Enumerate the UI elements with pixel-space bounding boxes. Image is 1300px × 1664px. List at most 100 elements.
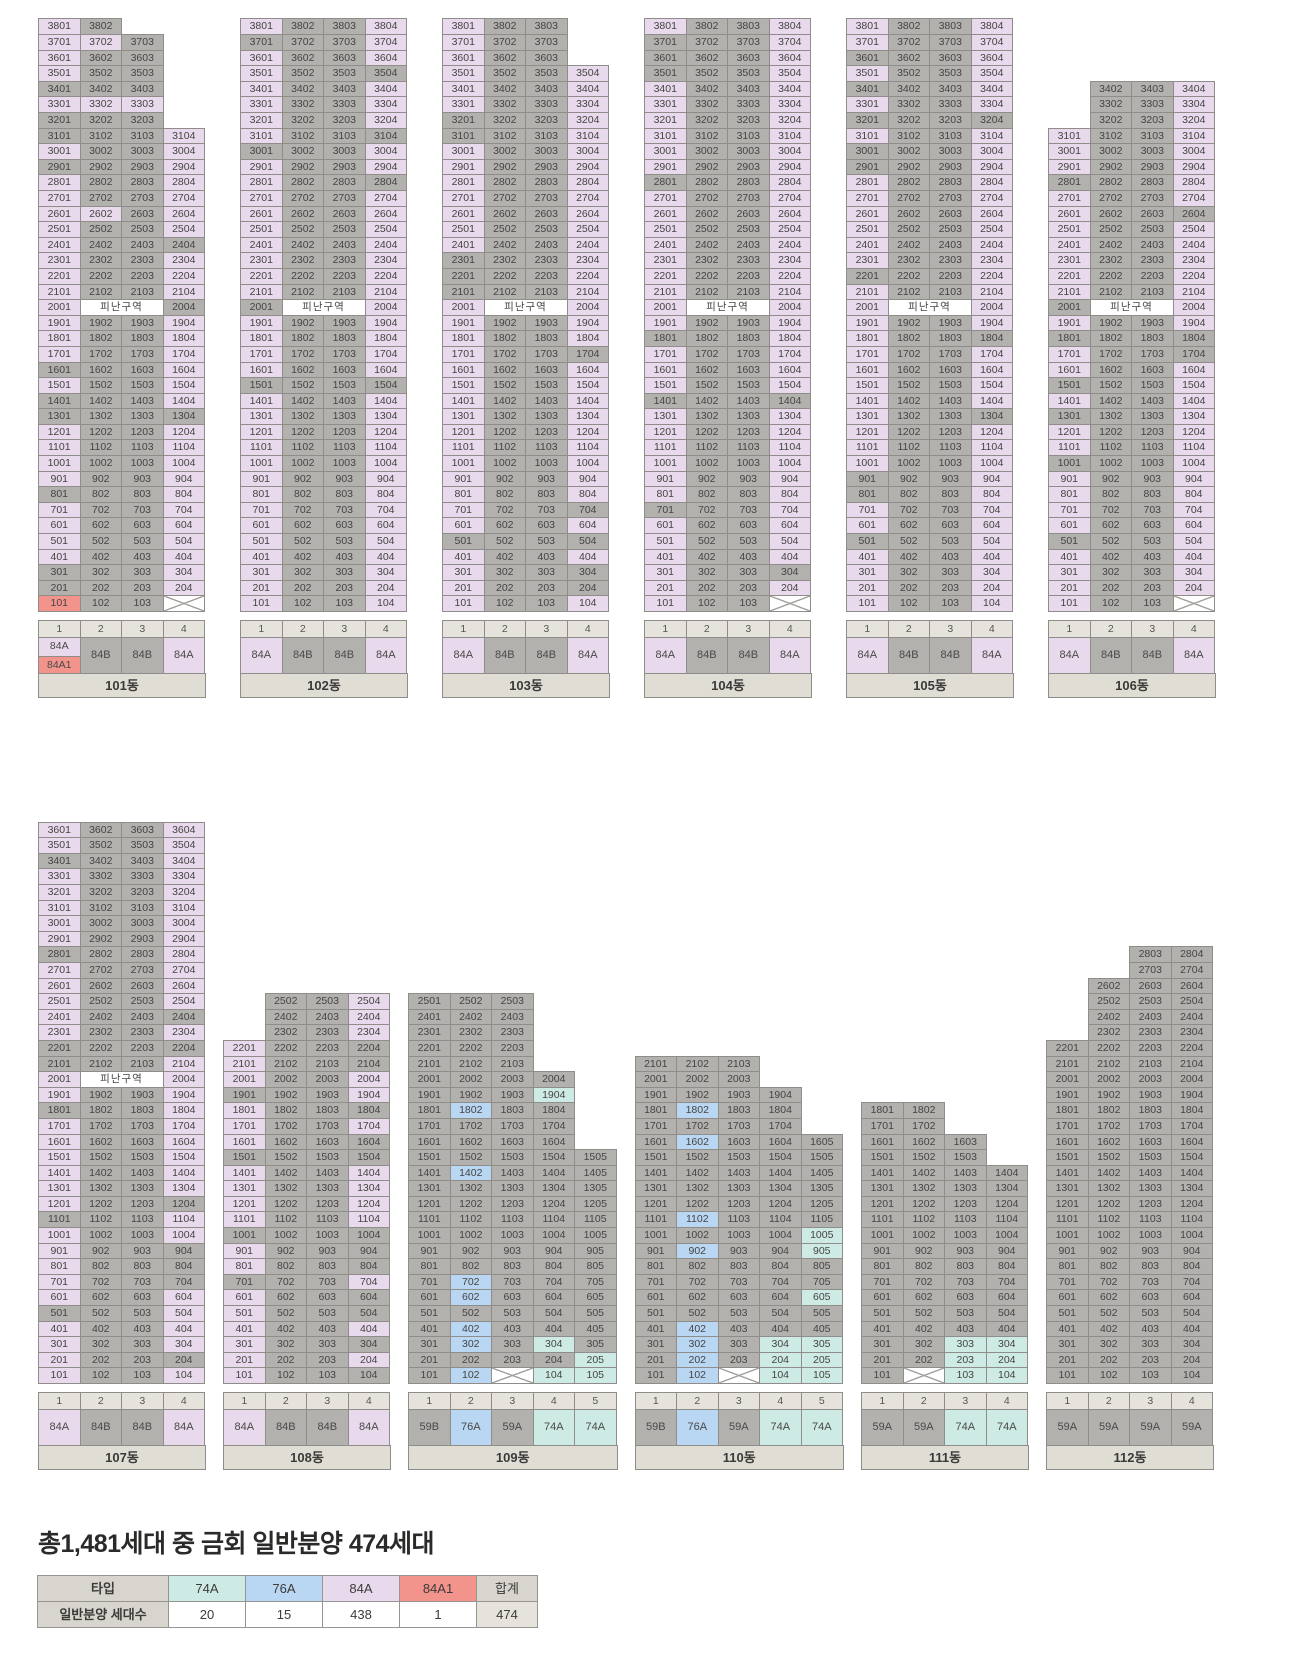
unit-cell: 1804 <box>970 330 1013 347</box>
unit-cell: 1502 <box>1089 377 1132 394</box>
unit-type-cell: 76A <box>449 1409 492 1446</box>
unit-cell: 904 <box>347 1242 390 1260</box>
unit-cell: 1702 <box>281 345 324 363</box>
unit-cell: 1904 <box>759 1086 802 1104</box>
unit-cell: 1801 <box>1048 330 1091 347</box>
unit-cell: 103 <box>323 595 366 612</box>
unit-cell: 2204 <box>162 1039 205 1057</box>
unit-cell: 1502 <box>685 377 728 394</box>
unit-cell: 2204 <box>768 267 811 285</box>
unit-cell: 3302 <box>79 868 122 885</box>
unit-cell: 3103 <box>525 127 568 145</box>
floor-row: 101 102 103 104 <box>1046 1367 1214 1384</box>
unit-cell: 3402 <box>79 852 122 870</box>
unit-cell: 902 <box>79 1242 122 1260</box>
unit-cell: 204 <box>347 1351 390 1369</box>
crossed-out-cell <box>902 1367 945 1384</box>
unit-cell: 804 <box>347 1258 390 1275</box>
unit-cell: 104 <box>970 595 1013 612</box>
floor-row: 1001 1002 1003 1004 <box>240 455 408 472</box>
unit-cell: 3202 <box>281 112 324 129</box>
unit-cell: 2403 <box>525 236 568 254</box>
unit-cell: 801 <box>223 1258 266 1275</box>
unit-cell: 1304 <box>970 408 1013 425</box>
unit-cell: 901 <box>38 470 81 488</box>
unit-cell: 3203 <box>121 112 164 129</box>
unit-cell: 1204 <box>759 1195 802 1213</box>
unit-cell: 1604 <box>759 1133 802 1151</box>
unit-cell: 904 <box>364 470 407 488</box>
unit-cell: 1005 <box>800 1227 843 1244</box>
unit-cell: 1402 <box>264 1164 307 1182</box>
unit-cell: 1603 <box>1129 1133 1172 1151</box>
unit-cell: 104 <box>566 595 609 612</box>
unit-cell: 3003 <box>727 143 770 160</box>
unit-cell: 2403 <box>491 1008 534 1026</box>
unit-cell: 2401 <box>408 1008 451 1026</box>
unit-cell: 3403 <box>121 80 164 98</box>
floor-row: 2901 2902 2903 2904 <box>442 158 610 176</box>
unit-cell: 502 <box>1089 533 1132 550</box>
unit-cell: 1501 <box>861 1149 904 1166</box>
unit-cell: 3401 <box>38 852 81 870</box>
line-number-cell: 2 <box>676 1392 719 1410</box>
unit-cell: 3102 <box>887 127 930 145</box>
unit-cell: 902 <box>79 470 122 488</box>
empty-slot <box>223 1009 266 1026</box>
unit-cell: 2204 <box>566 267 609 285</box>
unit-cell: 901 <box>1048 470 1091 488</box>
floor-row: 301 302 303 304 <box>240 564 408 581</box>
unit-cell: 1301 <box>861 1180 904 1197</box>
unit-cell: 1901 <box>846 314 889 332</box>
floor-row: 401 402 403 404 <box>1046 1320 1214 1338</box>
unit-cell: 1501 <box>846 377 889 394</box>
unit-cell: 2503 <box>306 993 349 1010</box>
unit-cell: 401 <box>38 548 81 566</box>
unit-cell: 702 <box>281 501 324 519</box>
unit-cell: 2203 <box>323 267 366 285</box>
empty-slot <box>574 1009 617 1026</box>
unit-cell: 1803 <box>323 330 366 347</box>
line-number-cell: 2 <box>79 620 122 638</box>
unit-cell: 2202 <box>483 267 526 285</box>
building-footer: 1 2 3 4 84A 84B 84B 84A 105동 <box>846 620 1014 698</box>
unit-cell: 1701 <box>846 345 889 363</box>
unit-cell: 602 <box>79 517 122 535</box>
unit-cell: 2102 <box>887 283 930 301</box>
unit-cell: 303 <box>1131 564 1174 581</box>
unit-cell: 1401 <box>38 1164 81 1182</box>
building-footer: 1 2 3 4 59A 59A 59A 59A 112동 <box>1046 1392 1214 1470</box>
unit-cell: 3501 <box>846 65 889 82</box>
unit-type-cell: 74A <box>985 1409 1028 1446</box>
unit-cell: 1401 <box>1048 392 1091 410</box>
unit-cell: 2402 <box>1087 1008 1130 1026</box>
unit-cell: 301 <box>846 564 889 581</box>
unit-cell: 3503 <box>929 65 972 82</box>
floor-row: 3402 3403 3404 <box>1048 80 1216 98</box>
unit-cell: 705 <box>800 1273 843 1291</box>
floor-row: 1901 1902 1903 1904 <box>223 1086 391 1104</box>
floor-row: 1501 1502 1503 1504 <box>1046 1149 1214 1166</box>
unit-cell: 1303 <box>1131 408 1174 425</box>
unit-cell: 2004 <box>1172 299 1215 316</box>
unit-cell: 1102 <box>902 1211 945 1229</box>
unit-cell: 3101 <box>240 127 283 145</box>
floor-row: 2101 2102 2103 <box>408 1055 618 1073</box>
unit-cell: 302 <box>264 1336 307 1353</box>
unit-cell: 104 <box>347 1367 390 1384</box>
unit-cell: 1202 <box>887 423 930 441</box>
floor-row: 301 302 303 304 <box>861 1336 1029 1353</box>
unit-cell: 1704 <box>532 1117 575 1135</box>
unit-cell: 601 <box>223 1289 266 1307</box>
unit-cell: 3402 <box>79 80 122 98</box>
unit-cell: 3602 <box>887 49 930 67</box>
unit-cell: 2602 <box>79 205 122 223</box>
unit-cell: 1802 <box>676 1102 719 1119</box>
unit-cell: 1401 <box>634 1164 677 1182</box>
unit-cell: 1703 <box>525 345 568 363</box>
unit-cell: 902 <box>685 470 728 488</box>
unit-cell: 1804 <box>162 1102 205 1119</box>
unit-cell: 2704 <box>162 961 205 979</box>
unit-cell: 1204 <box>364 423 407 441</box>
floor-row: 601 602 603 604 605 <box>408 1289 618 1307</box>
